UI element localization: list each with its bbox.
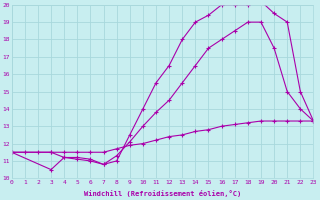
X-axis label: Windchill (Refroidissement éolien,°C): Windchill (Refroidissement éolien,°C) (84, 190, 241, 197)
